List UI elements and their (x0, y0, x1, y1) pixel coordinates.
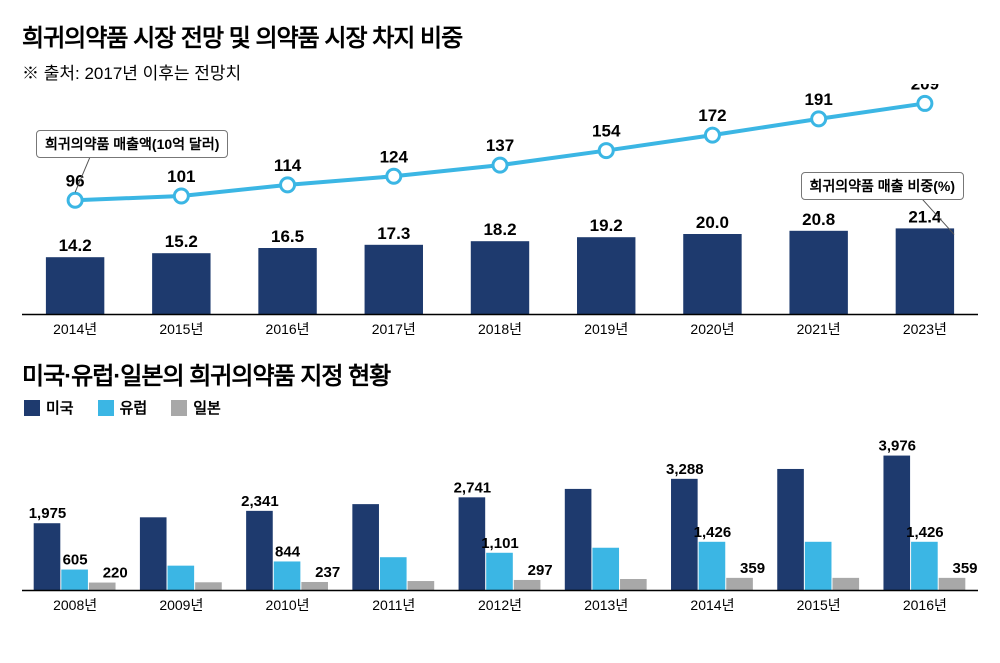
svg-text:2,741: 2,741 (454, 479, 492, 496)
svg-text:2016년: 2016년 (266, 321, 310, 337)
svg-text:2010년: 2010년 (266, 597, 310, 613)
legend-eu: 유럽 (98, 397, 148, 418)
svg-text:844: 844 (275, 543, 301, 560)
svg-text:154: 154 (592, 122, 621, 141)
svg-text:2023년: 2023년 (903, 321, 947, 337)
line-series-label: 희귀의약품 매출액(10억 달러) (36, 130, 228, 158)
svg-text:15.2: 15.2 (165, 232, 198, 251)
svg-text:2014년: 2014년 (690, 597, 734, 613)
svg-text:1,975: 1,975 (29, 505, 67, 522)
svg-text:137: 137 (486, 136, 514, 155)
svg-text:3,976: 3,976 (878, 438, 916, 455)
svg-text:605: 605 (63, 552, 88, 569)
svg-text:114: 114 (274, 156, 302, 175)
svg-text:19.2: 19.2 (590, 216, 623, 235)
svg-text:191: 191 (804, 90, 832, 109)
svg-text:2020년: 2020년 (690, 321, 734, 337)
svg-text:359: 359 (953, 560, 978, 577)
svg-text:2013년: 2013년 (584, 597, 628, 613)
svg-text:101: 101 (167, 167, 195, 186)
svg-text:359: 359 (740, 560, 765, 577)
svg-text:237: 237 (315, 564, 340, 581)
svg-text:1,426: 1,426 (694, 524, 732, 541)
svg-text:18.2: 18.2 (483, 220, 516, 239)
svg-text:20.0: 20.0 (696, 213, 729, 232)
legend-label: 미국 (46, 397, 74, 418)
svg-text:2008년: 2008년 (53, 597, 97, 613)
svg-text:172: 172 (698, 106, 726, 125)
swatch-icon (98, 400, 114, 416)
svg-text:2014년: 2014년 (53, 321, 97, 337)
chart1-area: 희귀의약품 매출액(10억 달러) 희귀의약품 매출 비중(%) 14.2 15.… (22, 84, 978, 344)
svg-text:96: 96 (66, 171, 85, 190)
swatch-icon (24, 400, 40, 416)
chart2-svg: 1,975 605 220 2,341 844 237 2,741 1,101 297 3,288… (22, 420, 978, 620)
svg-text:2017년: 2017년 (372, 321, 416, 337)
legend-us: 미국 (24, 397, 74, 418)
svg-text:17.3: 17.3 (377, 224, 410, 243)
svg-text:2015년: 2015년 (159, 321, 203, 337)
svg-text:2012년: 2012년 (478, 597, 522, 613)
chart1-subtitle: ※ 출처: 2017년 이후는 전망치 (22, 59, 978, 84)
svg-text:2009년: 2009년 (159, 597, 203, 613)
svg-text:297: 297 (528, 562, 553, 579)
svg-text:209: 209 (911, 84, 939, 93)
swatch-icon (171, 400, 187, 416)
svg-text:2,341: 2,341 (241, 493, 279, 510)
svg-text:20.8: 20.8 (802, 210, 835, 229)
svg-text:2019년: 2019년 (584, 321, 628, 337)
svg-text:2016년: 2016년 (903, 597, 947, 613)
chart2-legend: 미국 유럽 일본 (24, 397, 978, 418)
svg-text:21.4: 21.4 (908, 207, 942, 226)
legend-label: 일본 (193, 397, 221, 418)
svg-text:14.2: 14.2 (59, 236, 92, 255)
svg-text:1,426: 1,426 (906, 524, 944, 541)
svg-text:16.5: 16.5 (271, 227, 304, 246)
svg-text:1,101: 1,101 (481, 535, 519, 552)
svg-text:2015년: 2015년 (797, 597, 841, 613)
chart1-svg: 14.2 15.2 16.5 17.3 18.2 19.2 20.0 20.8 21.4 2014… (22, 84, 978, 344)
svg-text:3,288: 3,288 (666, 461, 704, 478)
svg-text:220: 220 (103, 565, 128, 582)
svg-text:2011년: 2011년 (372, 597, 415, 613)
bar-series-label: 희귀의약품 매출 비중(%) (801, 172, 964, 200)
legend-label: 유럽 (120, 397, 148, 418)
chart2-title: 미국·유럽·일본의 희귀의약품 지정 현황 (22, 356, 978, 391)
legend-jp: 일본 (171, 397, 221, 418)
svg-text:124: 124 (380, 147, 409, 166)
svg-text:2018년: 2018년 (478, 321, 522, 337)
svg-text:2021년: 2021년 (797, 321, 841, 337)
chart1-title: 희귀의약품 시장 전망 및 의약품 시장 차지 비중 (22, 18, 978, 53)
